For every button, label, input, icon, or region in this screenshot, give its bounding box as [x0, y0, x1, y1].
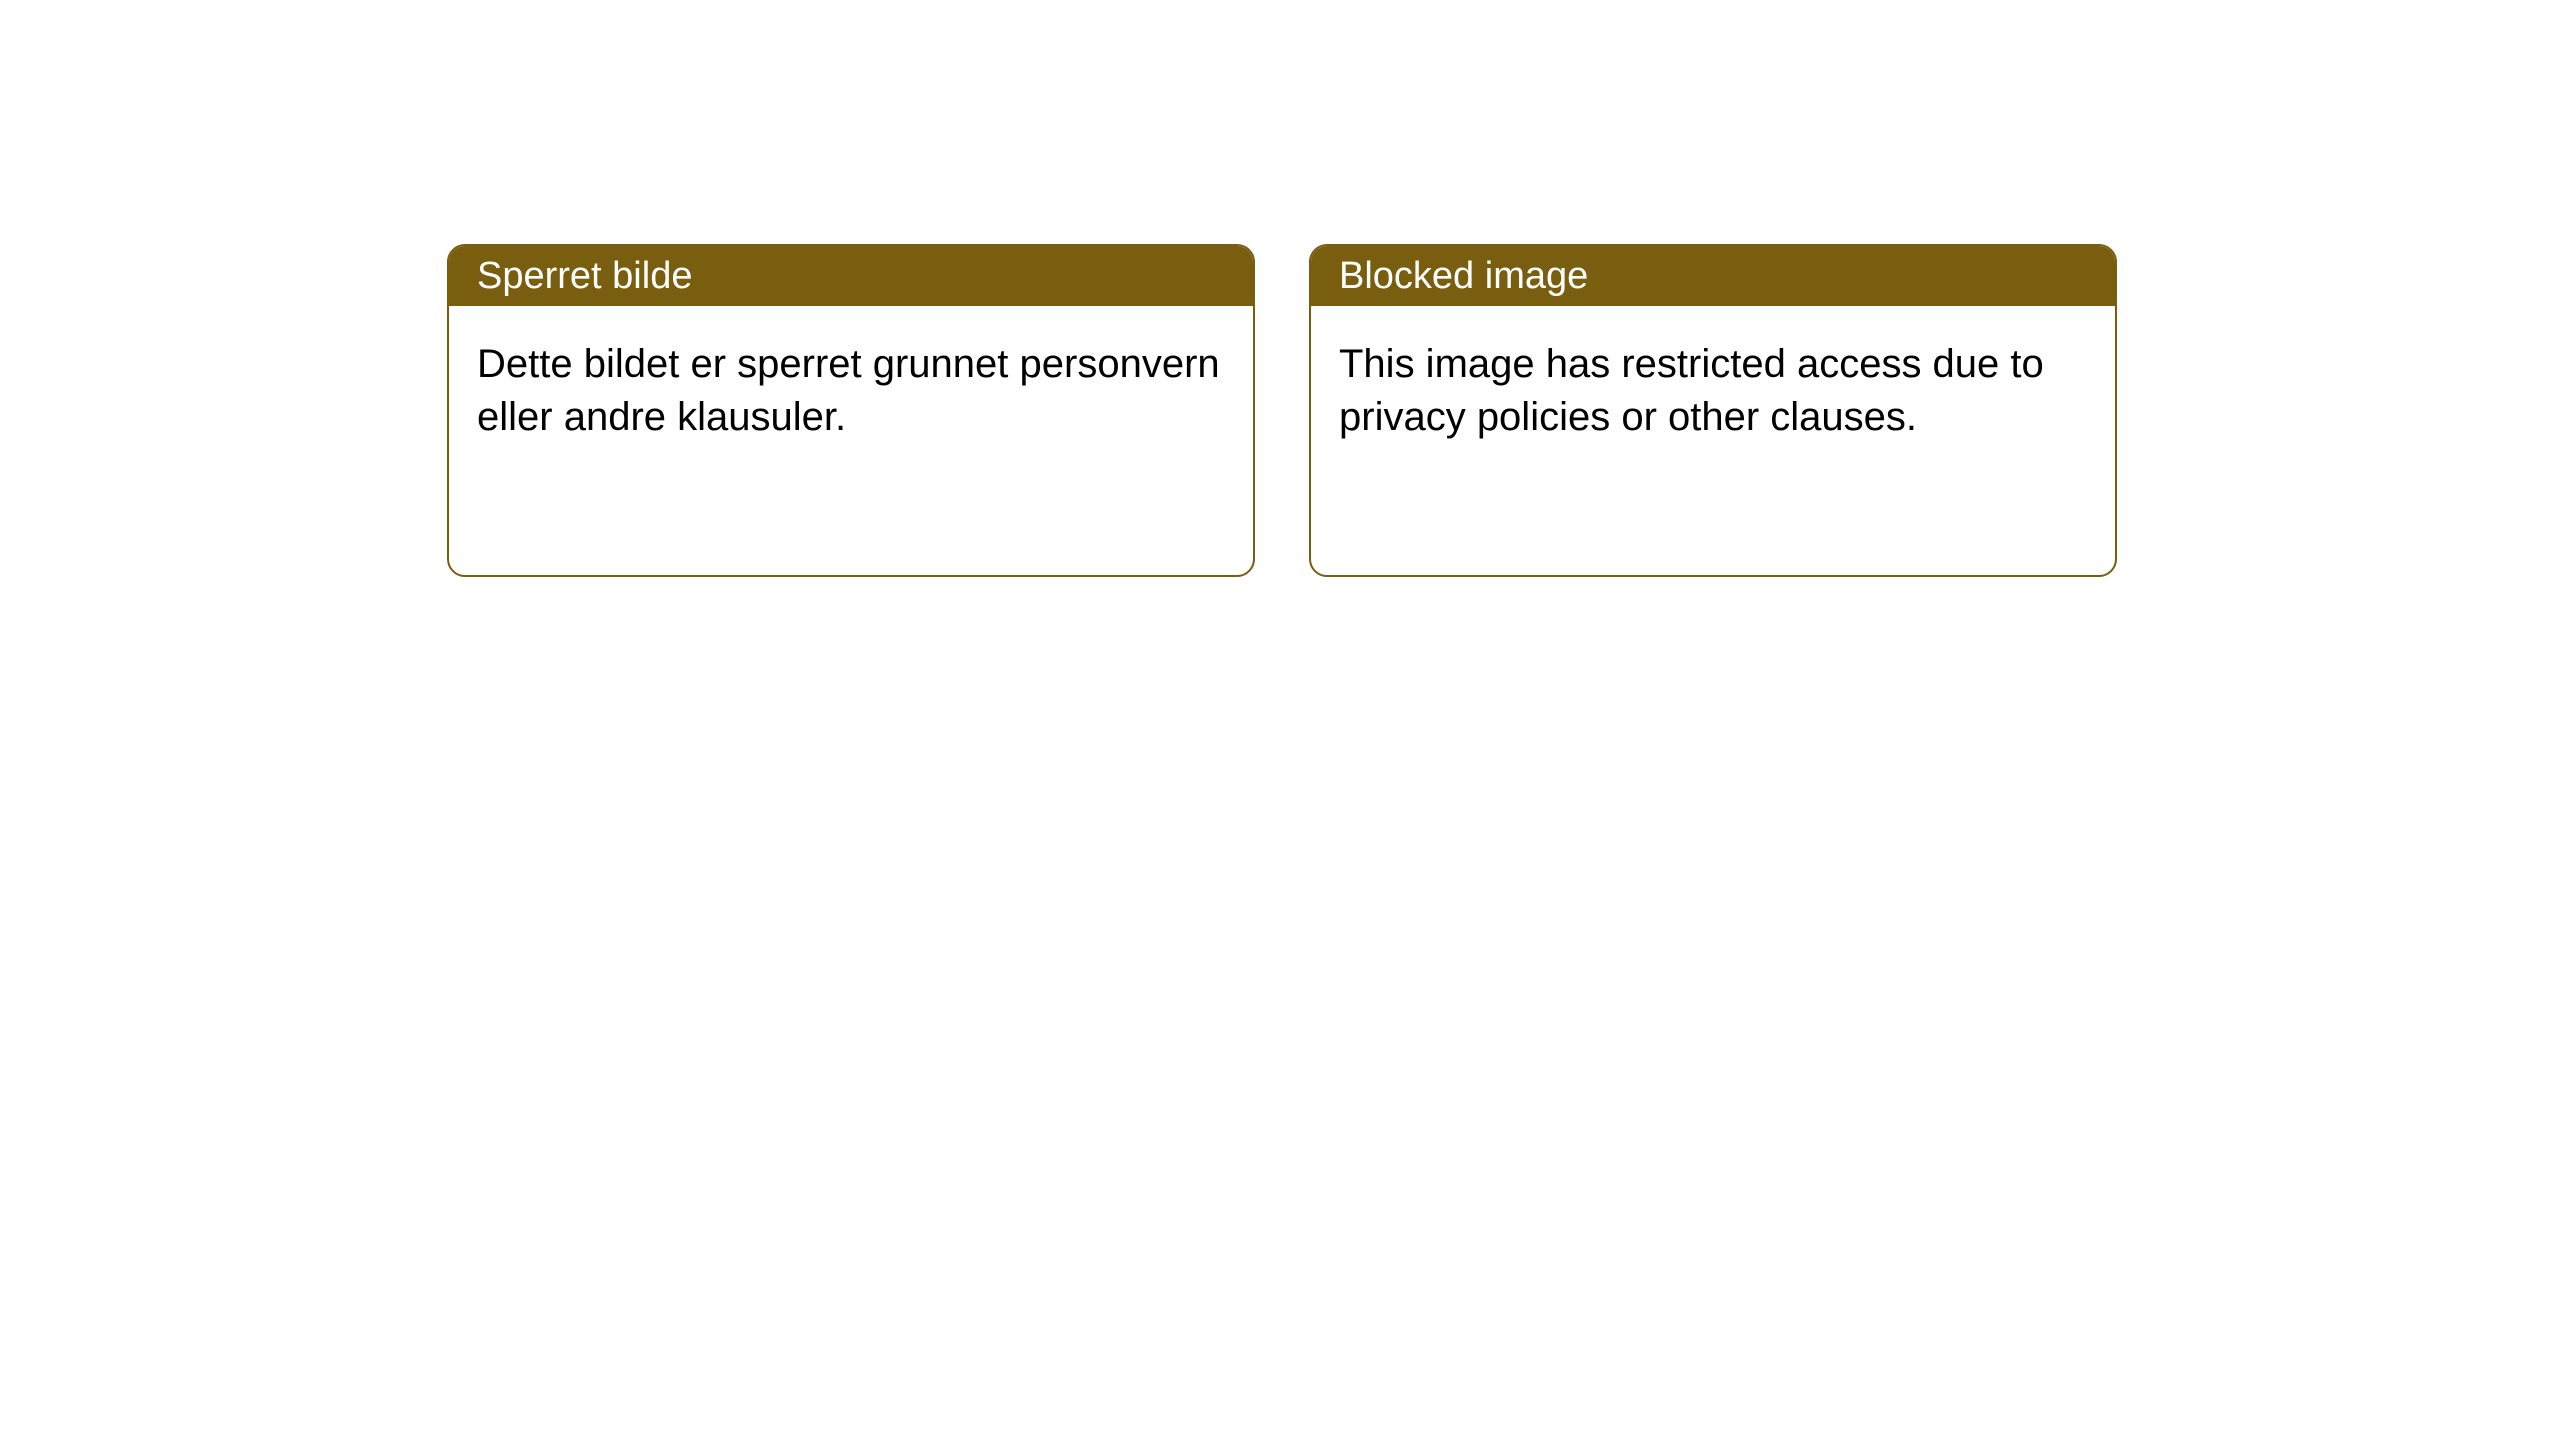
notice-cards-container: Sperret bilde Dette bildet er sperret gr…	[447, 244, 2117, 577]
notice-card-english: Blocked image This image has restricted …	[1309, 244, 2117, 577]
notice-body-english: This image has restricted access due to …	[1311, 306, 2115, 476]
notice-header-norwegian: Sperret bilde	[449, 246, 1253, 306]
notice-card-norwegian: Sperret bilde Dette bildet er sperret gr…	[447, 244, 1255, 577]
notice-header-english: Blocked image	[1311, 246, 2115, 306]
notice-body-norwegian: Dette bildet er sperret grunnet personve…	[449, 306, 1253, 476]
